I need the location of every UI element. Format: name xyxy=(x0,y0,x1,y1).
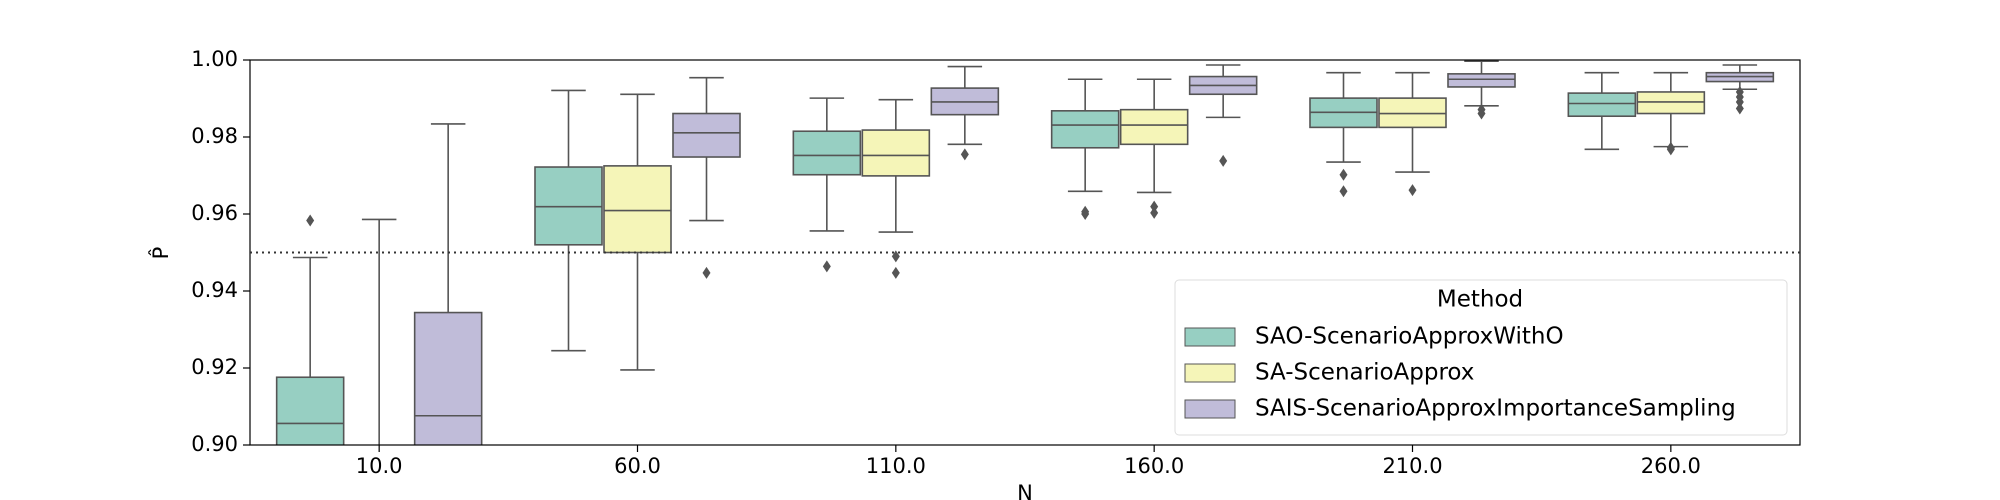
x-tick-label: 160.0 xyxy=(1124,454,1184,478)
outlier xyxy=(1150,200,1159,213)
outlier xyxy=(1408,184,1417,197)
legend: Method SAO-ScenarioApproxWithO SA-Scenario… xyxy=(1174,279,1788,436)
box xyxy=(1119,108,1189,146)
x-tick-label: 10.0 xyxy=(356,454,403,478)
x-tick-label: 60.0 xyxy=(614,454,661,478)
legend-label: SAO-ScenarioApproxWithO xyxy=(1255,324,1564,350)
outlier xyxy=(306,214,315,227)
outlier xyxy=(960,148,969,161)
box xyxy=(1050,110,1120,149)
legend-swatch xyxy=(1184,363,1236,383)
box xyxy=(792,130,862,176)
outlier xyxy=(891,266,900,279)
x-tick-label: 260.0 xyxy=(1641,454,1701,478)
legend-swatch xyxy=(1184,399,1236,419)
outlier xyxy=(1666,143,1675,156)
outlier xyxy=(1339,185,1348,198)
legend-label: SAIS-ScenarioApproxImportanceSampling xyxy=(1255,396,1736,422)
legend-frame xyxy=(1174,279,1788,436)
legend-title: Method xyxy=(1437,287,1523,313)
box xyxy=(672,112,741,158)
y-tick-label: 0.96 xyxy=(191,201,238,225)
y-tick-label: 1.00 xyxy=(191,47,238,71)
box xyxy=(1567,92,1637,118)
outlier xyxy=(1081,208,1090,220)
box xyxy=(1447,73,1516,88)
y-tick-label: 0.94 xyxy=(191,278,238,302)
y-tick-label: 0.98 xyxy=(191,124,238,148)
outlier xyxy=(1735,95,1744,108)
outlier xyxy=(1219,154,1228,167)
x-tick-label: 110.0 xyxy=(866,454,926,478)
box xyxy=(275,376,345,445)
x-axis-label: N xyxy=(1017,481,1033,500)
box xyxy=(861,129,931,177)
outlier xyxy=(1150,206,1159,219)
legend-swatch xyxy=(1184,327,1236,347)
y-tick-label: 0.92 xyxy=(191,355,238,379)
box xyxy=(603,165,672,254)
y-axis-label: P̂ xyxy=(148,247,173,260)
plot-area xyxy=(275,60,1775,445)
box xyxy=(413,311,483,445)
outlier xyxy=(702,266,711,279)
outlier xyxy=(822,260,831,273)
outlier xyxy=(1735,102,1744,115)
legend-label: SA-ScenarioApprox xyxy=(1255,360,1474,386)
x-tick-label: 210.0 xyxy=(1382,454,1442,478)
y-tick-label: 0.90 xyxy=(191,432,238,456)
outlier xyxy=(1339,168,1348,181)
outlier xyxy=(1477,107,1486,120)
